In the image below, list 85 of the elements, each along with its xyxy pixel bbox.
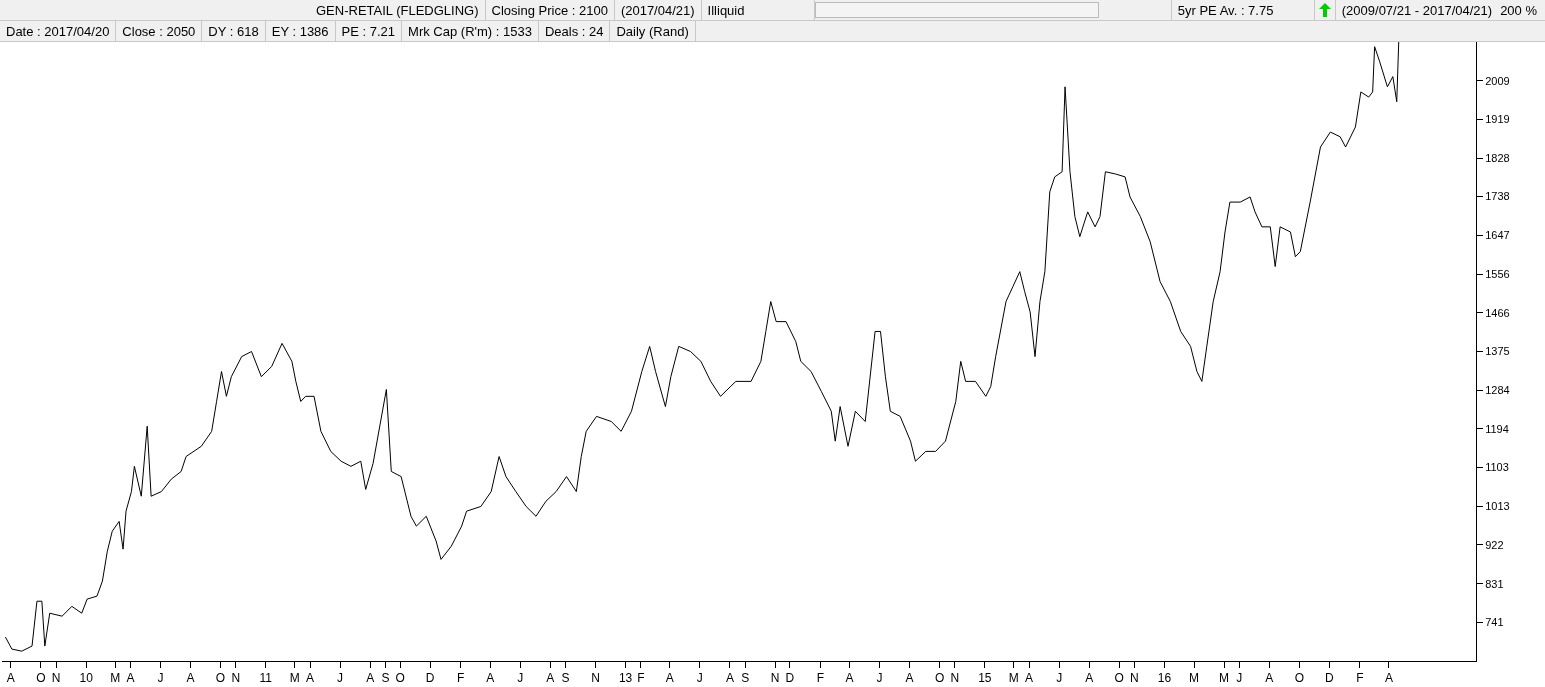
x-tick-label: A [6,671,15,686]
y-tick-label: 1103 [1485,461,1509,474]
x-tick-label: A [546,671,555,686]
x-tick-label: M [1008,671,1019,686]
y-tick-label: 1647 [1485,229,1510,242]
x-tick-label: 16 [1157,671,1172,686]
x-tick-label: A [486,671,495,686]
y-tick-label: 2009 [1485,74,1510,87]
x-tick-label: A [1384,671,1393,686]
x-tick-label: D [785,671,795,686]
x-tick-label: D [1325,671,1334,686]
x-tick-label: J [517,671,524,686]
text: (2009/07/21 - 2017/04/21) [1340,1,1494,20]
x-tick-label: J [1236,671,1243,686]
x-tick-label: A [1085,671,1094,686]
x-tick-label: S [381,671,390,686]
x-tick-label: A [306,671,315,686]
x-tick-label: S [561,671,570,686]
y-tick-label: 741 [1485,616,1504,628]
x-tick-label: N [1130,671,1139,686]
x-tick-label: A [186,671,195,686]
x-tick-label: F [637,671,645,686]
y-tick-label: 1919 [1485,113,1510,126]
text: Closing Price : 2100 [485,0,615,20]
x-tick-label: N [51,671,61,686]
x-tick-label: O [934,671,945,686]
x-tick-label: D [425,671,435,686]
text: 200 % [1499,1,1538,20]
text: Illiquid [701,0,815,20]
x-tick-label: J [696,671,703,686]
text: Daily (Rand) [610,21,696,41]
x-tick-label: M [289,671,300,686]
y-tick-label: 1194 [1485,422,1509,435]
x-tick-label: A [905,671,914,686]
x-tick-label: J [1056,671,1063,686]
x-tick-label: A [725,671,734,686]
x-tick-label: J [337,671,344,686]
x-tick-label: A [126,671,135,686]
text: EY : 1386 [265,21,336,41]
x-tick-label: S [741,671,750,686]
x-tick-label: F [1356,671,1364,686]
x-tick-label: J [876,671,883,686]
text: Mrk Cap (R'm) : 1533 [402,21,539,41]
y-tick-label: 1738 [1485,190,1510,203]
y-tick-label: 1556 [1485,268,1510,281]
y-tick-label: 1828 [1485,151,1510,164]
y-tick-label: 831 [1485,577,1504,590]
text: GEN-RETAIL (FLEDGLING) [310,0,486,20]
x-tick-label: M [1219,671,1230,686]
y-tick-label: 1466 [1485,306,1510,319]
y-tick-label: 922 [1485,538,1504,551]
x-tick-label: N [231,671,241,686]
x-tick-label: J [157,671,164,686]
x-tick-label: O [395,671,405,686]
text: PE : 7.21 [335,21,403,41]
x-tick-label: A [1025,671,1034,686]
y-tick-label: 1375 [1485,345,1510,358]
y-tick-label: 1013 [1485,499,1510,512]
x-tick-label: 15 [978,671,992,686]
x-tick-label: A [366,671,375,686]
y-tick-label: 1284 [1485,384,1510,397]
x-tick-label: 11 [259,671,273,686]
x-tick-label: O [36,671,46,686]
x-tick-label: F [457,671,465,686]
text: Deals : 24 [538,21,611,41]
x-tick-label: 13 [618,671,633,686]
x-tick-label: O [1294,671,1304,686]
x-tick-label: N [770,671,780,686]
x-tick-label: M [1189,671,1199,686]
x-tick-label: N [591,671,600,686]
x-tick-label: A [845,671,854,686]
text: DY : 618 [202,21,266,41]
line-series [4,42,1400,652]
text: Close : 2050 [116,21,203,41]
x-tick-label: A [1265,671,1274,686]
x-tick-label: 10 [79,671,94,686]
text: (2017/04/21) [614,0,702,20]
x-tick-label: M [110,671,121,686]
x-tick-label: O [215,671,226,686]
x-tick-label: A [665,671,674,686]
x-tick-label: O [1114,671,1124,686]
x-tick-label: F [816,671,825,686]
text: 5yr PE Av. : 7.75 [1171,0,1315,20]
x-tick-label: N [950,671,960,686]
text: Date : 2017/04/20 [0,21,117,41]
